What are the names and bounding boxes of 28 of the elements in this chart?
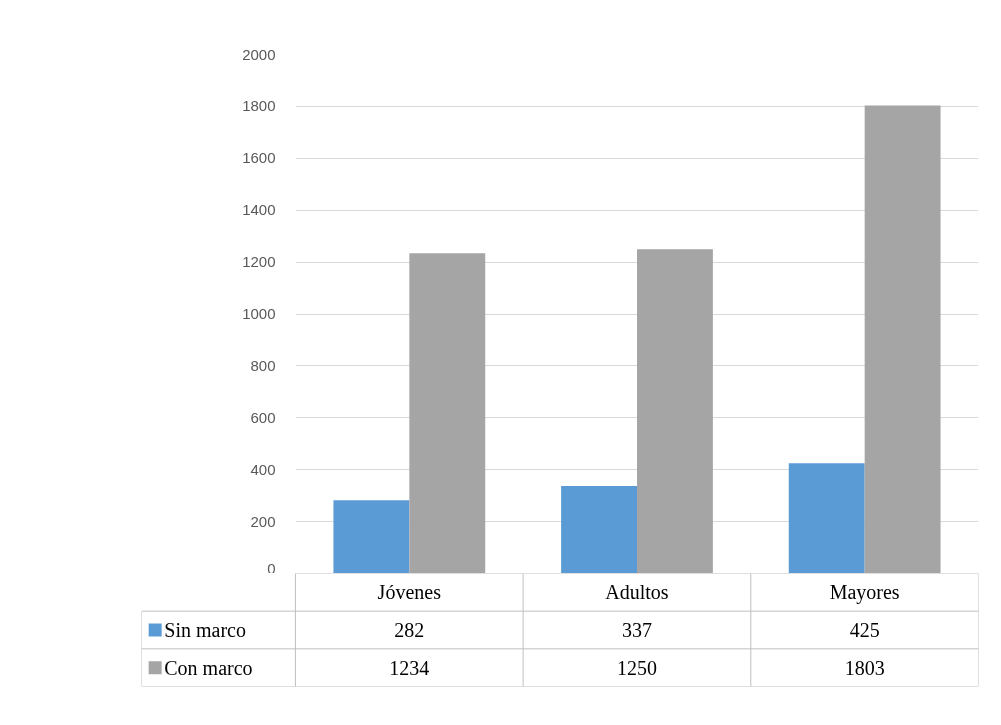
y-tick-label: 800	[250, 356, 276, 374]
x-tick-label: Adultos	[605, 581, 669, 604]
data-label: 1250	[616, 656, 657, 679]
y-tick-label: 1800	[242, 97, 276, 115]
y-tick-label: 2000	[242, 45, 276, 63]
data-label: 425	[849, 619, 880, 641]
y-tick-label: 200	[250, 512, 276, 530]
x-tick-label: Mayores	[829, 581, 900, 605]
bar	[788, 463, 865, 573]
data-label: 1234	[389, 656, 430, 679]
bar	[637, 249, 713, 573]
data-label: 337	[621, 619, 652, 641]
data-label: 1803	[844, 656, 885, 679]
y-tick-label: 400	[250, 460, 276, 478]
y-tick-label: 1200	[242, 253, 276, 271]
y-tick-label: 1000	[242, 305, 276, 322]
y-tick-label: 0	[267, 559, 276, 577]
bar	[864, 105, 941, 573]
y-tick-label: 600	[250, 408, 276, 426]
legend-label: Sin marco	[164, 619, 246, 641]
y-tick-label: 1400	[242, 201, 276, 219]
legend-label: Con marco	[164, 656, 253, 679]
bar	[333, 500, 410, 573]
y-tick-label: 1600	[242, 149, 276, 167]
bar	[409, 253, 486, 573]
x-tick-label: Jóvenes	[377, 581, 442, 604]
data-label: 282	[394, 619, 425, 641]
bar	[561, 486, 637, 573]
